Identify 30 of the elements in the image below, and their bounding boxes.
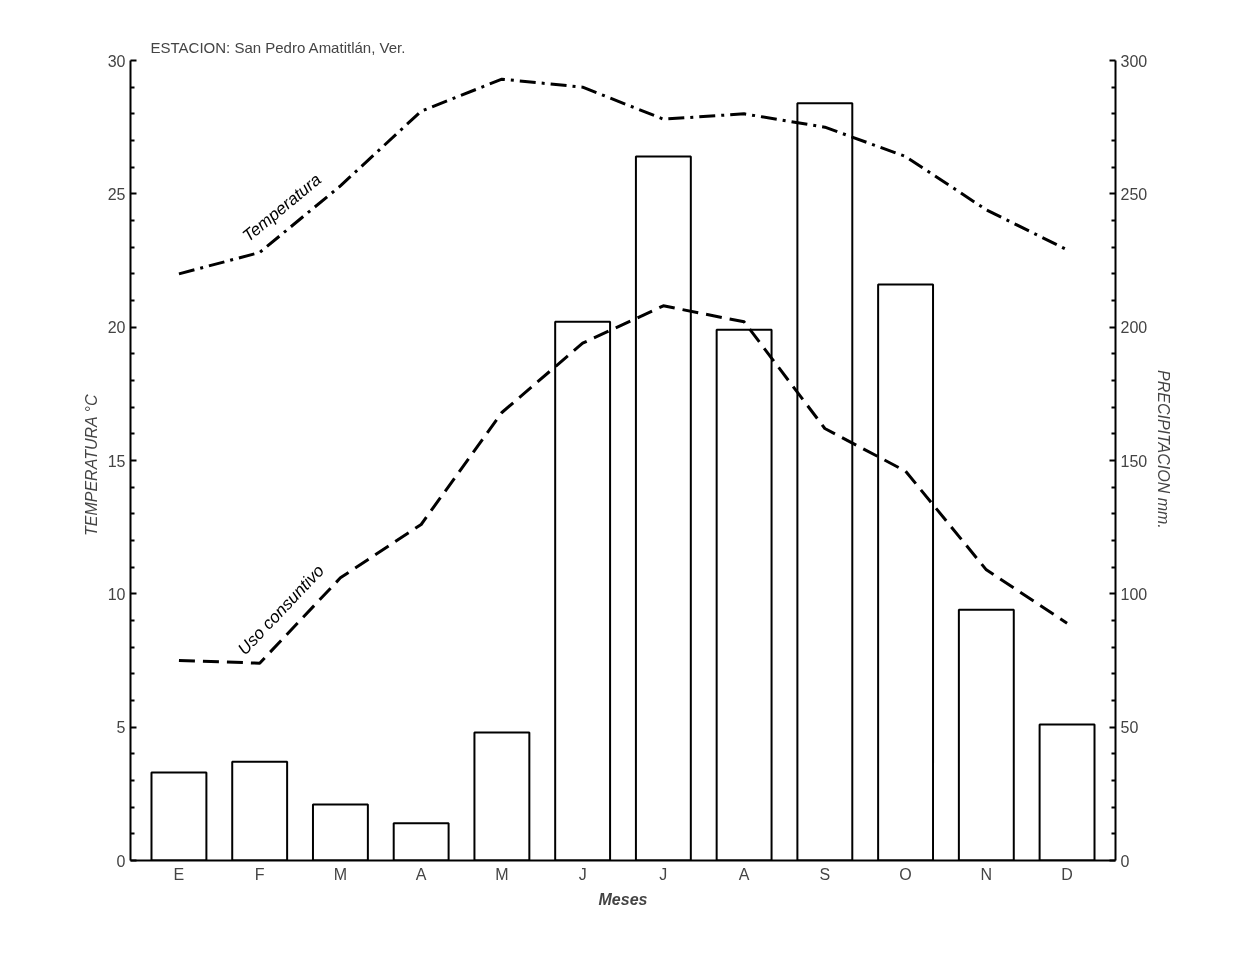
y-axis-title: TEMPERATURA °C <box>82 394 100 536</box>
x-tick-label: A <box>738 865 750 883</box>
x-tick-label: E <box>173 865 185 883</box>
x-tick-label: A <box>415 865 427 883</box>
y2-tick-label: 100 <box>1120 585 1148 603</box>
y2-tick-label: 300 <box>1120 52 1148 70</box>
chart-title: ESTACION: San Pedro Amatitlán, Ver. <box>150 38 406 56</box>
x-tick-label: D <box>1061 865 1073 883</box>
x-tick-label: M <box>495 865 509 883</box>
x-tick-label: S <box>819 865 831 883</box>
y-tick-label: 5 <box>116 719 126 737</box>
x-tick-label: F <box>254 865 265 883</box>
x-tick-label: M <box>333 865 348 883</box>
y-tick-label: 30 <box>107 52 126 70</box>
y-tick-label: 0 <box>116 852 126 870</box>
y2-tick-label: 0 <box>1120 852 1130 870</box>
y2-axis-title: PRECIPITACION mm. <box>1155 369 1173 529</box>
x-axis-title: Meses <box>598 890 648 908</box>
x-tick-label: O <box>899 865 912 883</box>
x-tick-label: J <box>578 865 587 883</box>
y2-tick-label: 50 <box>1120 719 1139 737</box>
y2-tick-label: 200 <box>1120 319 1148 337</box>
x-tick-label: J <box>659 865 668 883</box>
y2-tick-label: 250 <box>1120 185 1148 203</box>
y-tick-label: 20 <box>107 319 126 337</box>
y-tick-label: 10 <box>107 585 126 603</box>
x-tick-label: N <box>980 865 993 883</box>
y2-tick-label: 150 <box>1120 452 1148 470</box>
y-tick-label: 25 <box>107 185 126 203</box>
y-tick-label: 15 <box>107 452 126 470</box>
